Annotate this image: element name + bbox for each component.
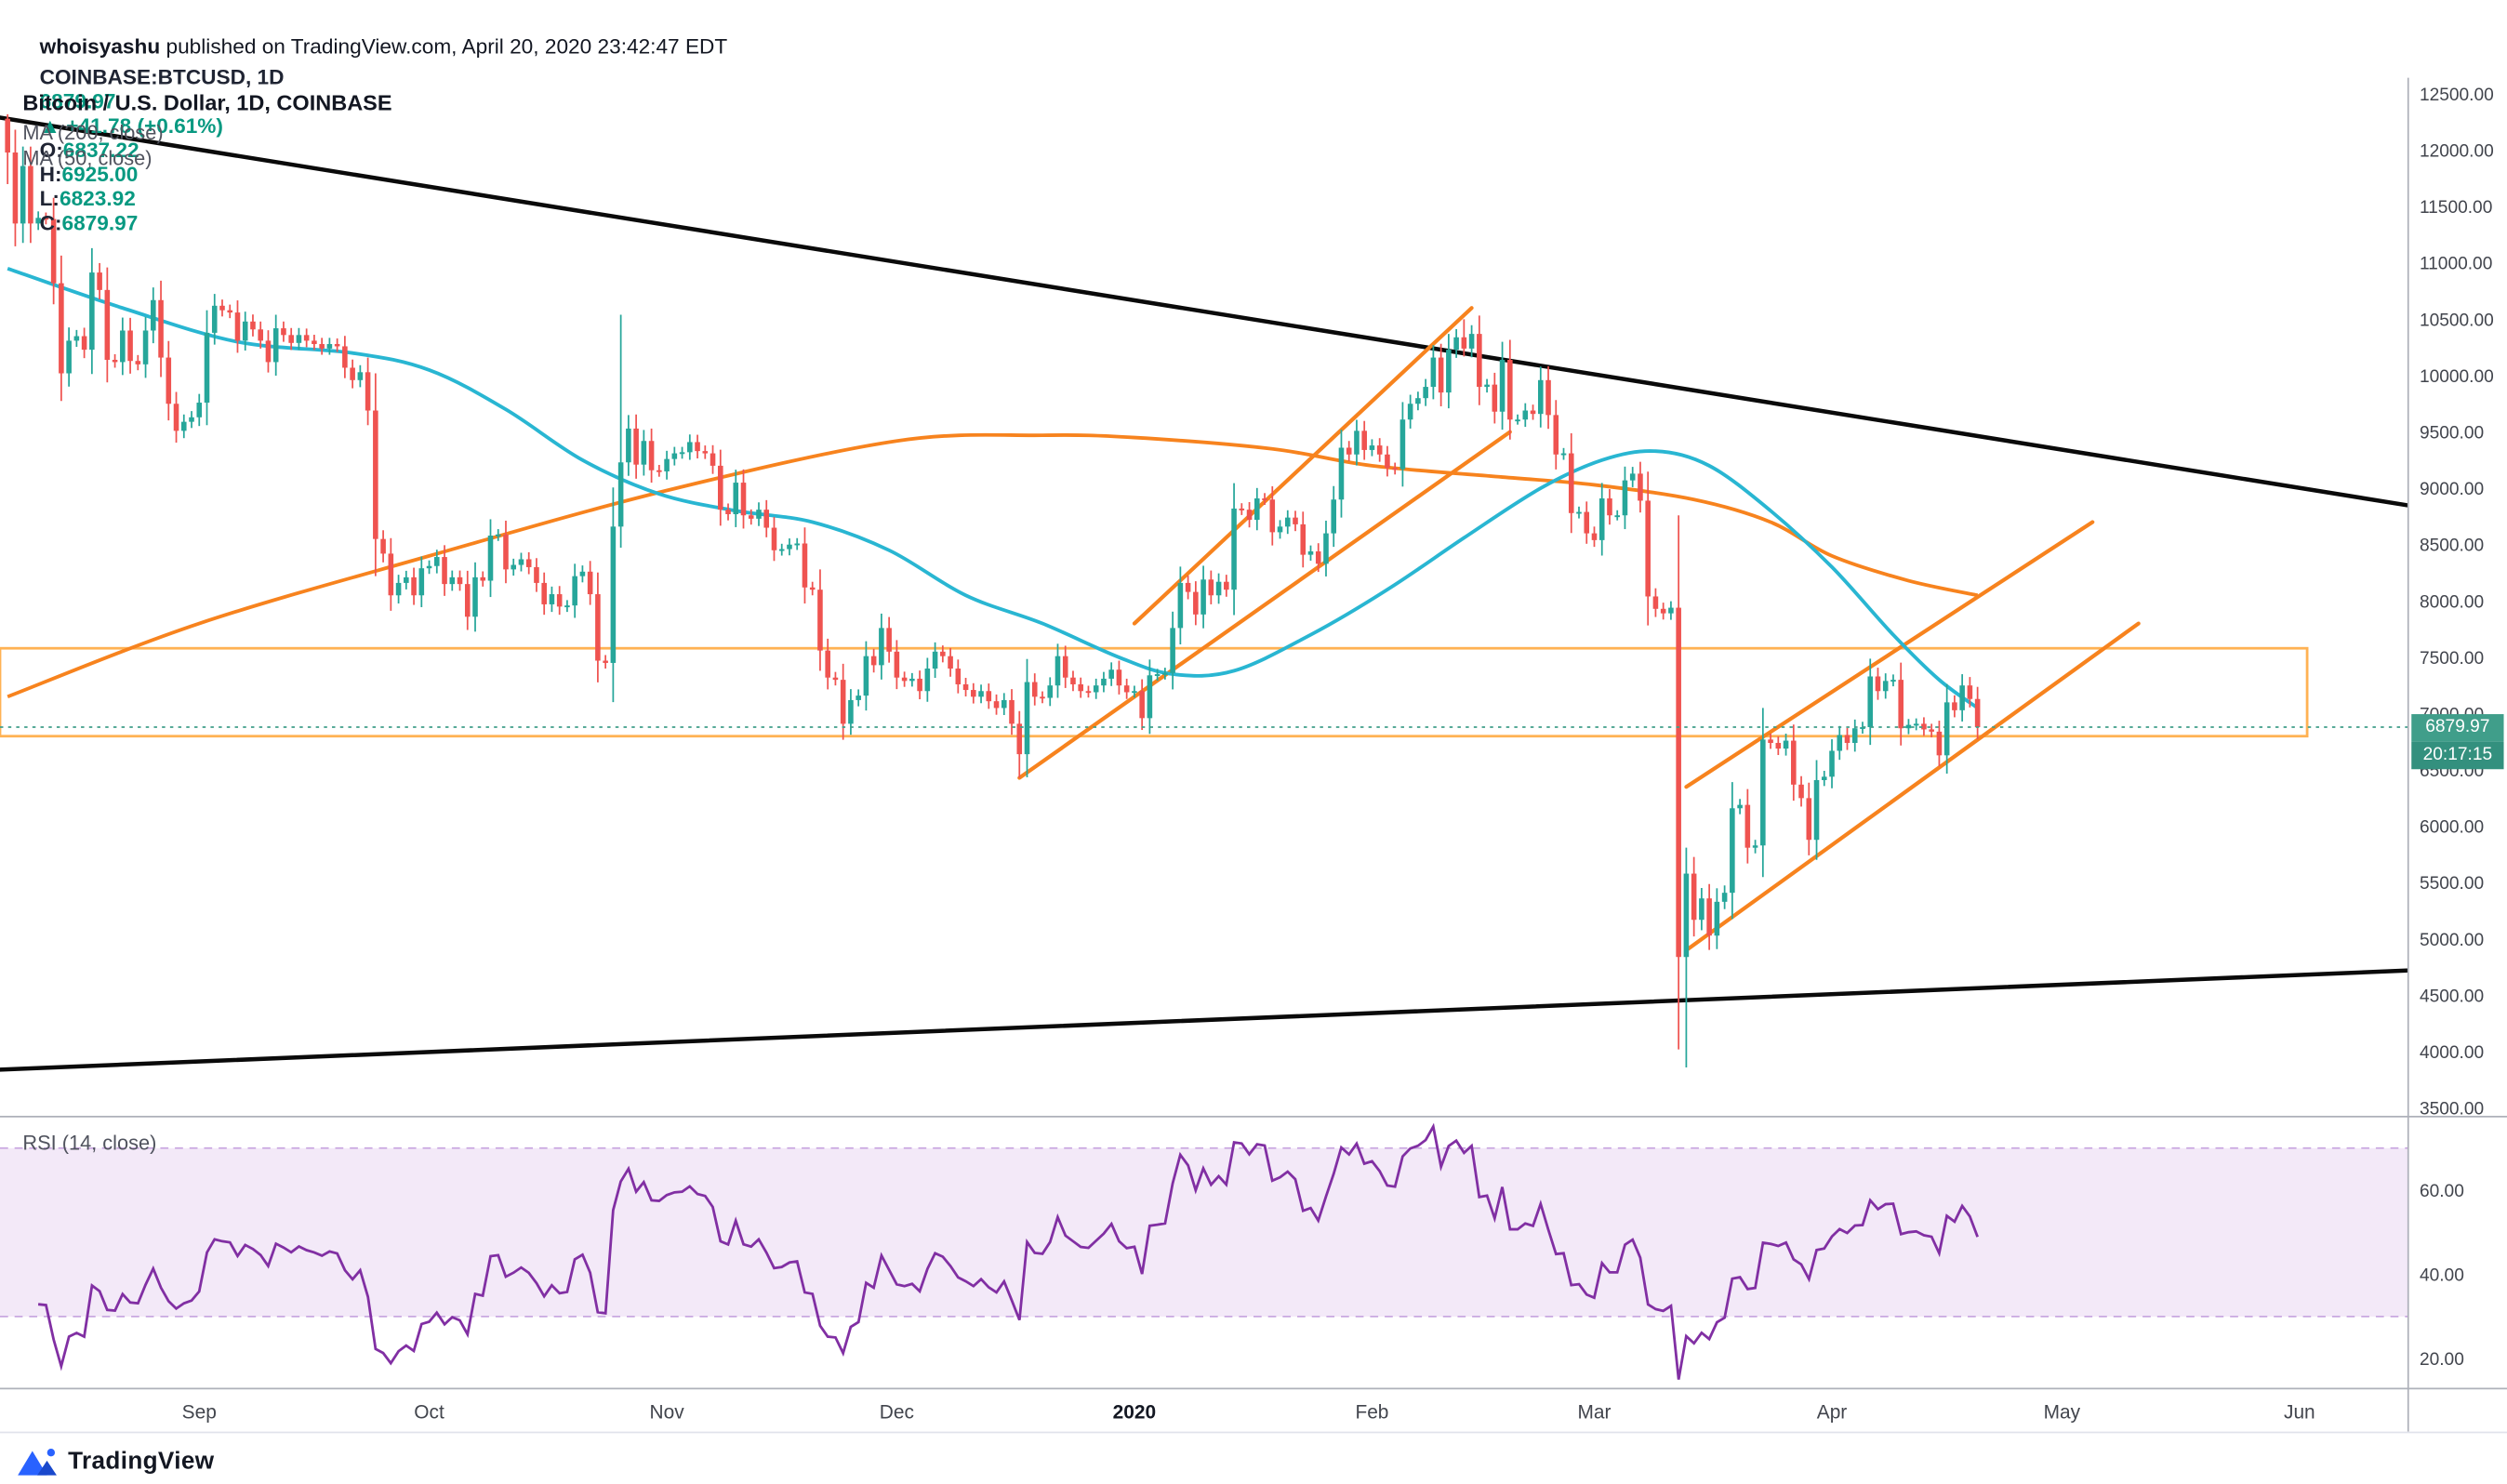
trendline-channel1-lower (1017, 430, 1512, 780)
chart-legend: Bitcoin / U.S. Dollar, 1D, COINBASE MA (… (22, 91, 391, 170)
trendline-descending-resistance (0, 115, 2408, 508)
high-value: 6925.00 (61, 162, 139, 187)
trendline-ascending-support (0, 968, 2408, 1072)
price-change: ▲ +41.78 (+0.61%) (39, 113, 223, 139)
price-axis-label: 10500.00 (2420, 311, 2494, 330)
time-axis-label: Nov (650, 1402, 685, 1424)
price-axis-label: 7500.00 (2420, 649, 2484, 669)
time-axis-label: Dec (880, 1402, 914, 1424)
tradingview-logo-text: TradingView (68, 1447, 215, 1475)
price-axis-label: 12000.00 (2420, 142, 2494, 162)
last-price-badge: 6879.97 (2411, 713, 2504, 741)
close-value: 6879.97 (61, 210, 139, 235)
price-axis-label: 4500.00 (2420, 987, 2484, 1006)
price-axis-label: 5000.00 (2420, 931, 2484, 950)
ma50-line (7, 266, 1979, 709)
price-axis-label: 8500.00 (2420, 537, 2484, 556)
low-label: L: (39, 186, 60, 211)
rsi-line (37, 1122, 1979, 1380)
price-axis-label: 11500.00 (2420, 198, 2492, 218)
trendlines (0, 115, 2408, 1072)
high-label: H: (39, 162, 62, 187)
rsi-axis-label: 40.00 (2420, 1266, 2464, 1286)
symbol-ohlc-line: COINBASE:BTCUSD, 1D 6879.97 ▲ +41.78 (+0… (16, 41, 295, 259)
published-text: published on TradingView.com, April 20, … (160, 33, 728, 59)
price-axis-label: 12500.00 (2420, 86, 2494, 105)
chart-title: Bitcoin / U.S. Dollar, 1D, COINBASE (22, 90, 392, 115)
price-axis-label: 5500.00 (2420, 874, 2484, 894)
time-axis-label: Apr (1817, 1402, 1848, 1424)
time-axis-label: Mar (1578, 1402, 1612, 1424)
rsi-indicator-label[interactable]: RSI (14, close) (22, 1132, 157, 1155)
ma200-legend-item[interactable]: MA (200, close) (22, 121, 164, 145)
rsi-band (0, 1147, 2408, 1317)
trendline-channel2-lower (1684, 621, 2141, 953)
rsi-axis-label: 20.00 (2420, 1350, 2464, 1370)
open-value: 6837.22 (62, 138, 139, 163)
trendline-channel2-upper (1684, 520, 2095, 789)
range-box (0, 646, 2309, 738)
price-axis-label: 10000.00 (2420, 367, 2494, 387)
tradingview-branding[interactable]: TradingView (16, 1445, 214, 1477)
time-axis-label: Jun (2284, 1402, 2315, 1424)
price-axis-label: 8000.00 (2420, 592, 2484, 612)
candles-series (5, 113, 1981, 1067)
close-label: C: (39, 210, 62, 235)
time-axis-label: Oct (414, 1402, 444, 1424)
ma50-legend-item[interactable]: MA (50, close) (22, 147, 153, 170)
ma200-line (7, 432, 1979, 699)
time-axis-label: May (2044, 1402, 2081, 1424)
last-price: 6879.97 (39, 88, 116, 113)
rsi-axis-label: 60.00 (2420, 1182, 2464, 1201)
rsi-pane (0, 1122, 2408, 1380)
open-label: O: (39, 138, 63, 163)
trendline-channel1-upper (1132, 306, 1474, 626)
bar-countdown-badge: 20:17:15 (2411, 740, 2504, 769)
price-axis-label: 9500.00 (2420, 424, 2484, 444)
price-axis-label: 11000.00 (2420, 255, 2492, 274)
tradingview-logo-icon (18, 1449, 57, 1476)
price-axis-label: 3500.00 (2420, 1100, 2484, 1120)
author-name: whoisyashu (39, 33, 161, 59)
attribution-line: whoisyashu published on TradingView.com,… (16, 9, 728, 82)
price-axis-label: 6000.00 (2420, 818, 2484, 838)
price-axis-label: 4000.00 (2420, 1043, 2484, 1063)
time-axis-label: Sep (182, 1402, 217, 1424)
main-pane (0, 113, 2408, 1072)
price-axis-label: 9000.00 (2420, 480, 2484, 499)
time-axis-label: 2020 (1113, 1402, 1156, 1424)
symbol-name: COINBASE:BTCUSD, 1D (39, 64, 285, 89)
low-value: 6823.92 (59, 186, 136, 211)
time-axis-label: Feb (1355, 1402, 1388, 1424)
